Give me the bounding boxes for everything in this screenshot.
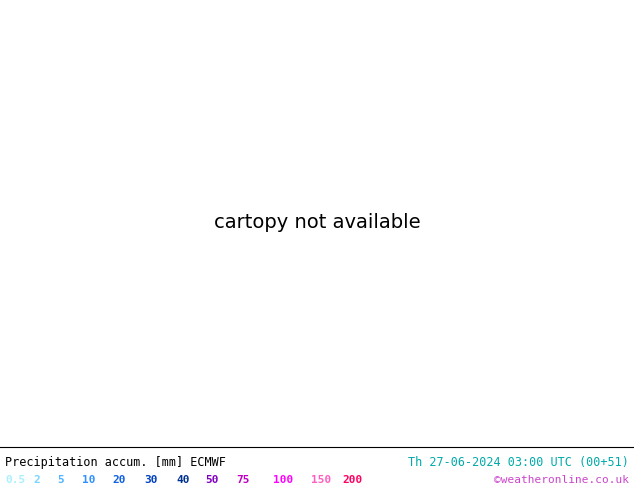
Text: 0.5: 0.5 — [5, 475, 25, 485]
Text: 20: 20 — [113, 475, 126, 485]
Text: 5: 5 — [57, 475, 64, 485]
Text: 10: 10 — [82, 475, 96, 485]
Text: 200: 200 — [342, 475, 363, 485]
Text: 75: 75 — [236, 475, 250, 485]
Text: 150: 150 — [311, 475, 331, 485]
Text: 40: 40 — [176, 475, 190, 485]
Text: Th 27-06-2024 03:00 UTC (00+51): Th 27-06-2024 03:00 UTC (00+51) — [408, 456, 629, 468]
Text: Precipitation accum. [mm] ECMWF: Precipitation accum. [mm] ECMWF — [5, 456, 226, 468]
Text: 50: 50 — [205, 475, 218, 485]
Text: 100: 100 — [273, 475, 293, 485]
Text: ©weatheronline.co.uk: ©weatheronline.co.uk — [494, 475, 629, 485]
Text: 2: 2 — [33, 475, 40, 485]
Text: cartopy not available: cartopy not available — [214, 214, 420, 232]
Text: 30: 30 — [145, 475, 158, 485]
